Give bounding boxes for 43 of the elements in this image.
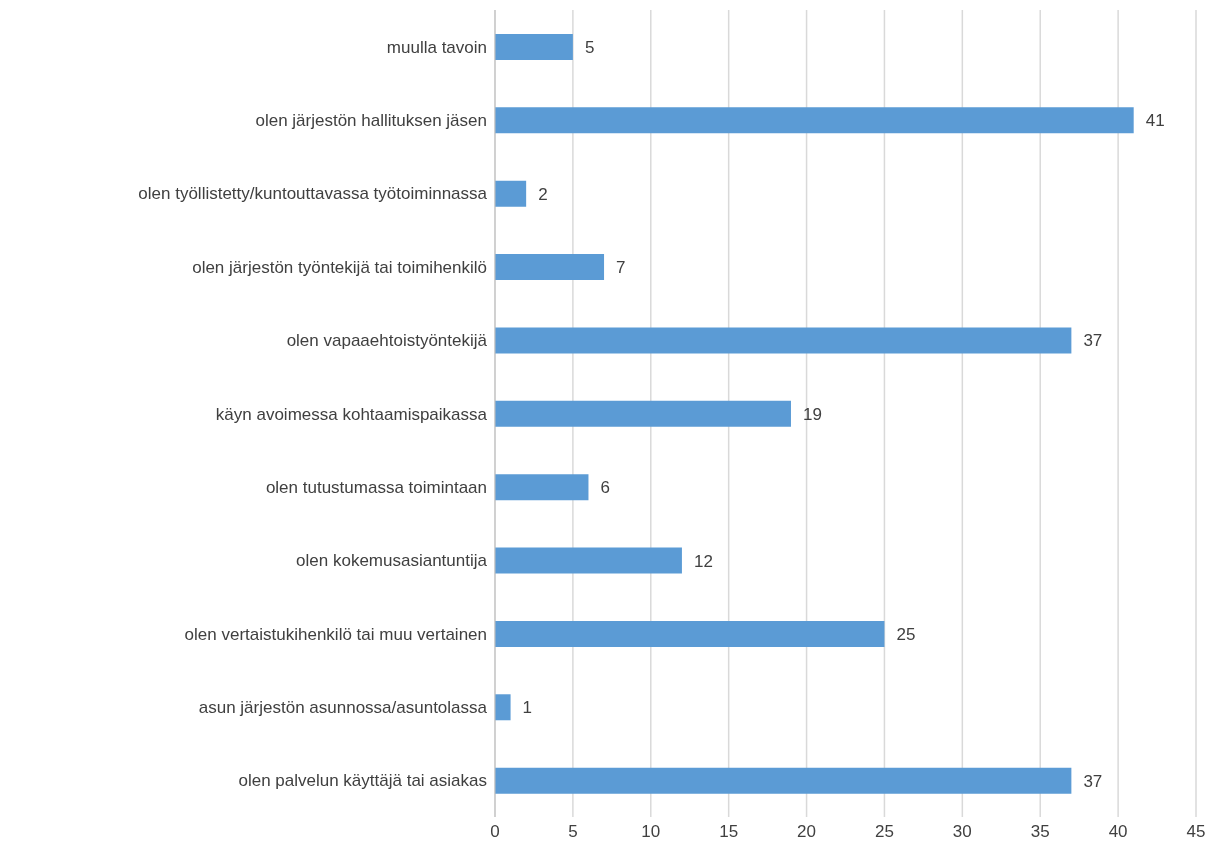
bar [495,34,573,60]
x-tick-label: 20 [797,822,817,842]
data-label: 37 [1083,331,1103,351]
bar [495,327,1072,354]
bar [495,400,791,427]
data-label: 19 [802,404,822,424]
x-tick-label: 15 [719,822,739,842]
data-label: 41 [1145,111,1165,131]
x-tick-label: 35 [1030,822,1050,842]
x-tick-label: 10 [641,822,661,842]
bar [495,620,885,647]
y-tick-label: olen palvelun käyttäjä tai asiakas [238,771,487,791]
data-label: 25 [896,624,916,644]
data-label: 1 [522,698,533,718]
x-tick-label: 5 [568,822,578,842]
data-label: 12 [693,551,713,571]
x-tick-label: 30 [952,822,972,842]
data-label: 37 [1083,771,1103,791]
x-tick-label: 40 [1108,822,1128,842]
y-tick-label: asun järjestön asunnossa/asuntolassa [198,697,488,717]
data-label: 7 [616,258,626,278]
y-tick-label: olen työllistetty/kuntouttavassa työtoiminnassa [138,184,488,204]
y-tick-label: olen järjestön työntekijä tai toimihenkilö [192,257,487,277]
y-tick-label: käyn avoimessa kohtaamispaikassa [215,404,488,424]
bar [495,767,1072,794]
y-tick-label: olen kokemusasiantuntija [296,551,488,571]
data-label: 6 [600,478,610,498]
y-tick-label: muulla tavoin [386,37,487,57]
x-tick-label: 45 [1186,822,1206,842]
x-tick-label: 0 [490,822,500,842]
y-tick-label: olen vapaaehtoistyöntekijä [286,331,488,351]
bar [495,547,682,574]
y-tick-label: olen tutustumassa toimintaan [265,477,487,497]
bar [495,254,605,281]
x-tick-label: 25 [874,822,894,842]
bar [495,107,1134,134]
y-tick-label: olen vertaistukihenkilö tai muu vertainen [184,624,487,644]
y-tick-label: olen järjestön hallituksen jäsen [255,111,487,131]
bar [495,474,589,501]
data-label: 2 [538,184,548,204]
bar [495,180,527,207]
bar [495,694,511,721]
data-label: 5 [584,38,595,58]
